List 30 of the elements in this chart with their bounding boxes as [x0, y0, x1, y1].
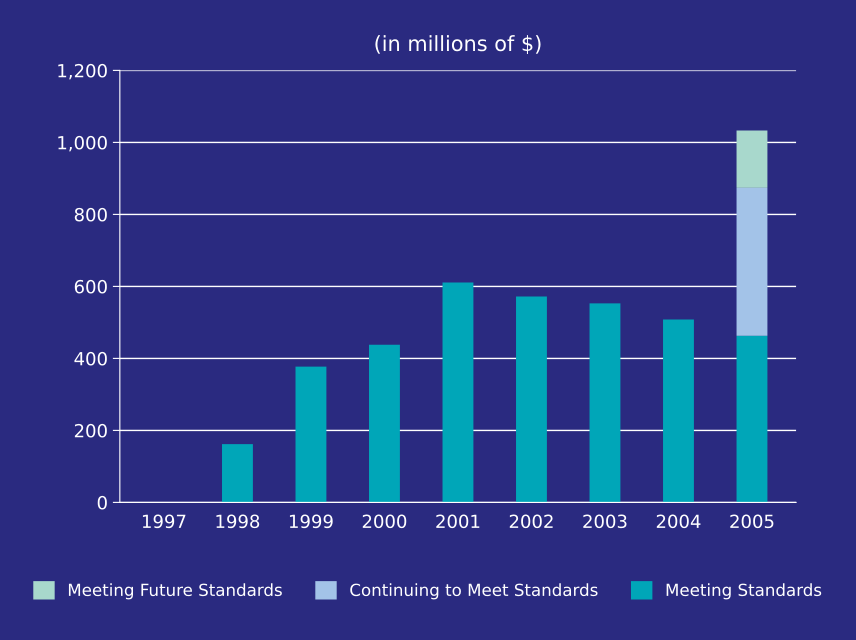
x-tick-label: 2002 — [510, 514, 553, 528]
y-tick-label: 800 — [74, 208, 107, 222]
y-tick-label: 400 — [74, 352, 107, 366]
bar — [663, 320, 694, 502]
x-tick-label: 1998 — [216, 514, 260, 528]
y-tick-label: 600 — [74, 280, 107, 294]
x-tick-label: 2003 — [583, 514, 626, 528]
y-tick-label: 0 — [98, 496, 107, 510]
bar — [296, 366, 326, 502]
y-tick-label: 1,200 — [58, 64, 107, 80]
legend-label: Meeting Future Standards — [68, 583, 282, 600]
legend-label: Continuing to Meet Standards — [350, 583, 598, 600]
bar — [736, 336, 768, 502]
bar — [590, 303, 620, 502]
x-tick-label: 2004 — [656, 514, 700, 528]
y-tick-label: 200 — [74, 424, 107, 438]
x-tick-label: 1999 — [290, 514, 333, 528]
x-tick-label: 2001 — [436, 514, 480, 528]
x-tick-label: 2005 — [730, 514, 774, 528]
bar — [369, 344, 400, 502]
bar — [442, 282, 474, 502]
legend-label: Meeting Standards — [666, 583, 822, 600]
bar — [736, 130, 768, 188]
bar — [736, 188, 768, 336]
bar — [516, 296, 547, 502]
bar — [222, 444, 253, 502]
x-tick-label: 1997 — [142, 514, 186, 528]
y-tick-label: 1,000 — [58, 136, 107, 152]
x-tick-label: 2000 — [362, 514, 406, 528]
chart-title: (in millions of $) — [375, 35, 541, 54]
